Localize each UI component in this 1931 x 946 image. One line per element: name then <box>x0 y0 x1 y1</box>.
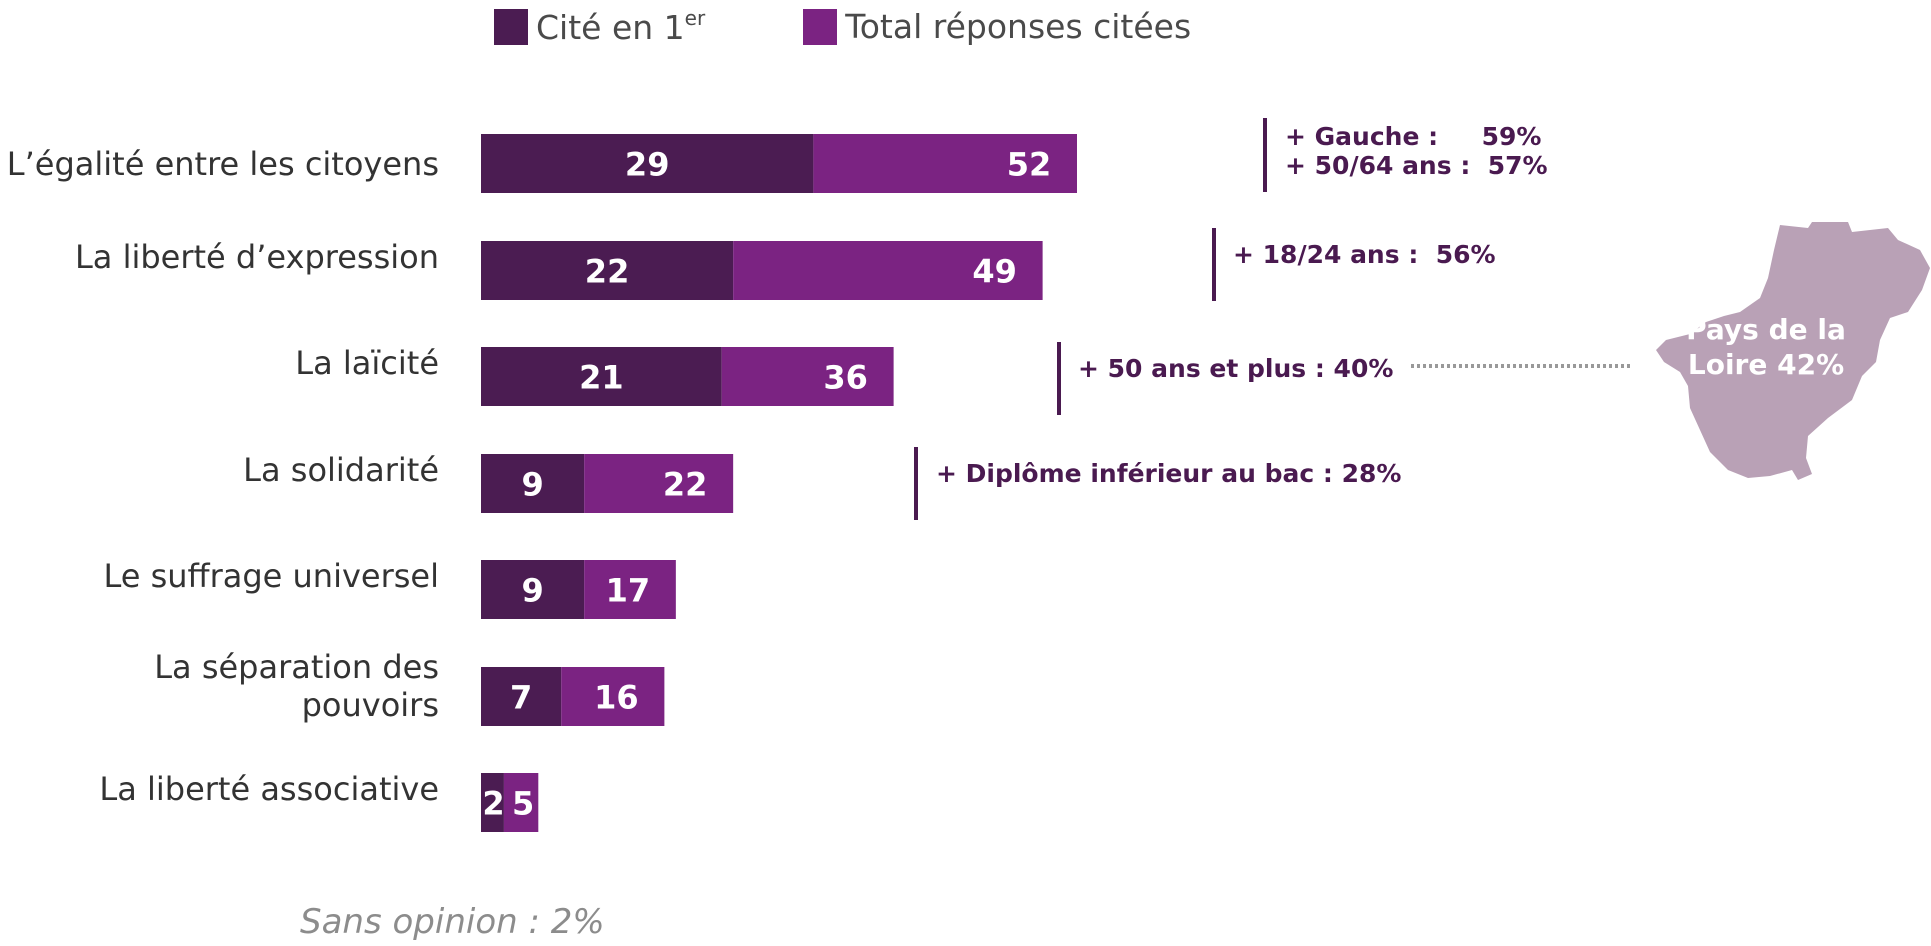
bar-total-4 <box>584 560 676 619</box>
bar-total-0 <box>813 134 1077 193</box>
bar-total-6 <box>503 773 539 832</box>
bar-first-6 <box>481 773 504 832</box>
bar-total-1 <box>733 241 1043 300</box>
category-label-4: Le suffrage universel <box>103 557 439 595</box>
bar-first-5 <box>481 667 562 726</box>
value-label-first-3: 9 <box>521 466 543 504</box>
value-label-first-1: 22 <box>585 253 630 291</box>
bar-total-3 <box>584 454 734 513</box>
legend-swatch-first <box>494 8 528 45</box>
category-label-5: La séparation des pouvoirs <box>154 648 439 724</box>
sans-opinion-note: Sans opinion : 2% <box>300 902 605 942</box>
bar-total-2 <box>721 347 894 406</box>
bar-first-4 <box>481 560 585 619</box>
pays-de-la-loire-map-icon <box>1656 222 1930 480</box>
legend-label-total: Total réponses citées <box>845 7 1192 46</box>
value-label-total-4: 17 <box>606 572 651 610</box>
category-label-1: La liberté d’expression <box>74 238 439 276</box>
category-label-0: L’égalité entre les citoyens <box>6 145 439 183</box>
value-label-first-4: 9 <box>521 572 543 610</box>
annotation-3: + Diplôme inférieur au bac : 28% <box>936 459 1402 488</box>
legend-item-first: Cité en 1er <box>494 6 705 47</box>
value-label-total-0: 52 <box>1007 146 1052 184</box>
category-label-6: La liberté associative <box>99 770 439 808</box>
value-label-first-5: 7 <box>510 679 532 717</box>
bar-first-3 <box>481 454 585 513</box>
value-label-total-1: 49 <box>972 253 1017 291</box>
annotation-1: + 18/24 ans : 56% <box>1233 240 1496 269</box>
legend-item-total: Total réponses citées <box>803 7 1191 46</box>
category-label-2: La laïcité <box>295 344 439 382</box>
annotation-0: + Gauche : 59% + 50/64 ans : 57% <box>1285 122 1548 180</box>
bar-first-2 <box>481 347 722 406</box>
value-label-first-0: 29 <box>625 146 670 184</box>
map-label: Pays de la Loire 42% <box>1686 313 1846 381</box>
value-label-total-2: 36 <box>823 359 868 397</box>
annotation-2: + 50 ans et plus : 40% <box>1078 354 1394 383</box>
bar-total-5 <box>561 667 665 726</box>
bar-first-1 <box>481 241 734 300</box>
value-label-total-5: 16 <box>594 679 639 717</box>
value-label-total-6: 5 <box>512 785 534 823</box>
value-label-first-6: 2 <box>482 785 504 823</box>
bar-first-0 <box>481 134 814 193</box>
legend-label-first: Cité en 1er <box>536 6 706 47</box>
value-label-total-3: 22 <box>663 466 708 504</box>
legend: Cité en 1er Total réponses citées <box>494 6 1289 47</box>
category-label-3: La solidarité <box>243 451 439 489</box>
legend-swatch-total <box>803 8 838 45</box>
value-label-first-2: 21 <box>579 359 624 397</box>
